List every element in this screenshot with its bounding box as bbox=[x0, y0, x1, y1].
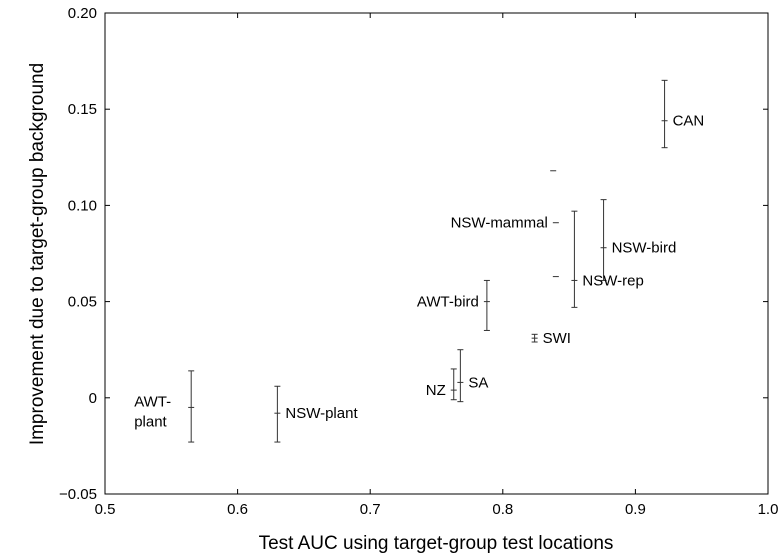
x-axis-ticks: 0.5 0.6 0.7 0.8 0.9 1.0 bbox=[95, 13, 779, 518]
data-point: NSW-plant bbox=[274, 385, 358, 443]
y-tick-label: 0.15 bbox=[68, 101, 97, 118]
plot-area bbox=[104, 12, 769, 495]
x-tick-label: 0.8 bbox=[492, 501, 513, 518]
x-tick-label: 0.5 bbox=[95, 501, 116, 518]
point-label: NSW-bird bbox=[612, 240, 677, 257]
x-axis-title: Test AUC using target-group test locatio… bbox=[259, 533, 614, 554]
y-axis-ticks: −0.05 0 0.05 0.10 0.15 0.20 bbox=[59, 5, 768, 503]
x-tick-label: 0.7 bbox=[360, 501, 381, 518]
data-points: CAN NSW-bird NSW-rep NSW-mammal AWT-bird SWI S… bbox=[134, 79, 705, 443]
data-point: AWT-bird bbox=[417, 279, 490, 331]
point-label: NSW-plant bbox=[285, 405, 358, 422]
data-point: NSW-bird bbox=[600, 199, 677, 281]
data-point: NSW-rep bbox=[571, 210, 644, 308]
data-point: AWT-plant bbox=[134, 370, 195, 443]
data-point: NSW-mammal bbox=[451, 215, 559, 232]
point-label: AWT-plant bbox=[134, 393, 171, 430]
data-point: SWI bbox=[531, 330, 571, 347]
point-label: AWT-bird bbox=[417, 294, 479, 311]
x-tick-label: 1.0 bbox=[758, 501, 779, 518]
y-axis-title: Improvement due to target-group backgrou… bbox=[27, 63, 48, 445]
data-point: SA bbox=[457, 349, 488, 403]
point-label: SWI bbox=[543, 330, 571, 347]
x-tick-label: 0.9 bbox=[625, 501, 646, 518]
x-tick-label: 0.6 bbox=[227, 501, 248, 518]
y-tick-label: −0.05 bbox=[59, 486, 97, 503]
point-label: CAN bbox=[673, 113, 705, 130]
y-tick-label: 0.05 bbox=[68, 294, 97, 311]
point-label: SA bbox=[468, 374, 488, 391]
point-label: NSW-mammal bbox=[451, 215, 548, 232]
data-point: CAN bbox=[661, 79, 705, 149]
y-tick-label: 0.10 bbox=[68, 197, 97, 214]
y-tick-label: 0.20 bbox=[68, 5, 97, 22]
point-label: NZ bbox=[426, 382, 446, 399]
y-tick-label: 0 bbox=[89, 390, 97, 407]
point-label: NSW-rep bbox=[582, 272, 643, 289]
data-point: NZ bbox=[426, 368, 457, 401]
